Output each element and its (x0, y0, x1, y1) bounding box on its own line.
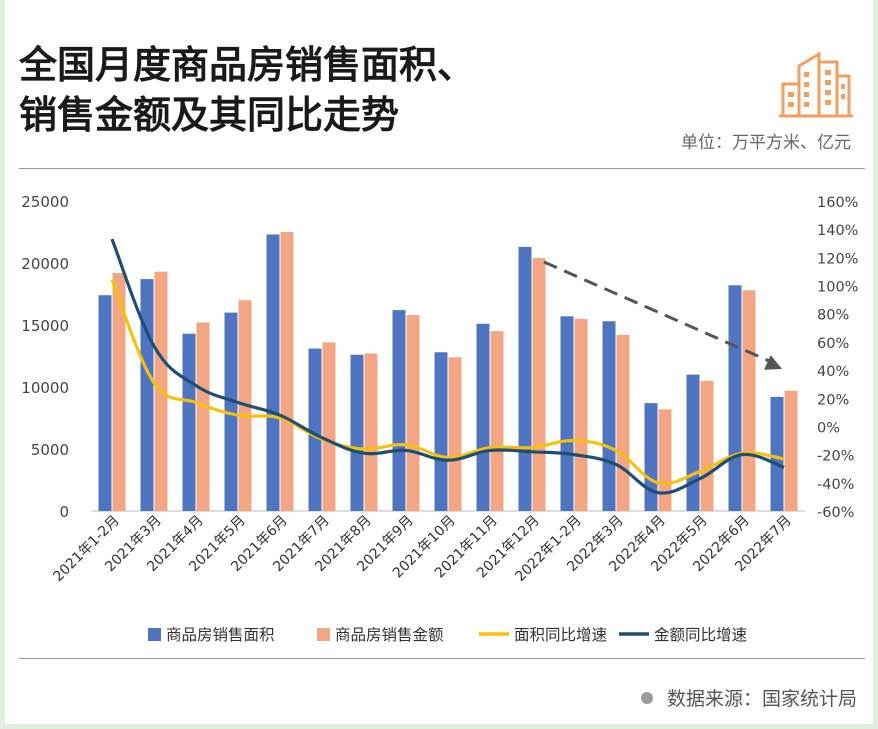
bar-amount (658, 409, 672, 511)
right-tick-label: -40% (817, 477, 854, 493)
bar-area (518, 246, 532, 511)
right-tick-label: 160% (817, 195, 858, 211)
bar-amount (490, 331, 504, 511)
bottom-divider (19, 658, 865, 659)
top-divider (19, 168, 865, 169)
bar-area (308, 348, 322, 511)
bar-amount (448, 357, 462, 511)
bar-area (98, 295, 112, 511)
right-tick-label: 120% (817, 251, 858, 267)
legend-swatch (317, 628, 330, 641)
left-tick-label: 20000 (21, 255, 69, 273)
bar-amount (532, 258, 546, 511)
buildings-icon (779, 51, 853, 118)
area-yoy-line (110, 279, 785, 486)
bar-amount (112, 272, 126, 511)
trend-arrow-line (543, 260, 777, 366)
bar-amount (700, 380, 714, 511)
legend-label: 金额同比增速 (654, 626, 747, 644)
right-tick-label: 60% (817, 336, 849, 352)
legend-swatch (148, 628, 161, 641)
legend-label: 商品房销售面积 (166, 626, 275, 644)
bar-area (770, 396, 784, 511)
chart-title: 全国月度商品房销售面积、 销售金额及其同比走势 (19, 40, 475, 140)
bar-area (140, 279, 154, 511)
bar-area (728, 285, 742, 511)
right-tick-label: 140% (817, 223, 858, 239)
legend-label: 商品房销售金额 (335, 626, 444, 644)
title-line-2: 销售金额及其同比走势 (19, 93, 400, 137)
bar-amount (742, 290, 756, 511)
bar-amount (364, 353, 378, 511)
right-tick-label: -20% (817, 449, 854, 465)
bar-amount (574, 318, 588, 511)
bar-amount (322, 342, 336, 511)
bar-area (350, 354, 364, 511)
bar-area (644, 403, 658, 511)
left-tick-label: 5000 (31, 441, 69, 459)
source-note: 数据来源：国家统计局 (640, 684, 857, 711)
right-tick-label: 100% (817, 280, 858, 296)
trend-arrow-head (764, 355, 782, 370)
right-tick-label: 40% (817, 364, 849, 380)
bar-amount (616, 334, 630, 511)
left-tick-label: 10000 (21, 379, 69, 397)
bar-area (182, 333, 196, 511)
title-line-1: 全国月度商品房销售面积、 (19, 43, 476, 87)
chart-card: 全国月度商品房销售面积、 销售金额及其同比走势 单位：万平方米、亿元 0 5000… (5, 0, 873, 724)
right-tick-label: 80% (817, 308, 849, 324)
bar-amount (406, 315, 420, 511)
left-tick-label: 0 (59, 503, 69, 521)
bar-amount (280, 232, 294, 511)
amount-yoy-line (110, 238, 785, 495)
bar-area (434, 352, 448, 511)
bar-area (686, 374, 700, 511)
bar-area (392, 310, 406, 511)
combo-chart: 0 5000 10000 15000 20000 25000 -60% -40% -20% 0% 2… (21, 193, 858, 644)
bar-amount (196, 322, 210, 511)
bar-amount (784, 390, 798, 511)
bar-area (266, 234, 280, 512)
unit-label: 单位：万平方米、亿元 (681, 133, 851, 153)
dot-icon (640, 692, 653, 704)
left-tick-label: 25000 (21, 193, 69, 211)
bar-area (224, 312, 238, 511)
left-tick-label: 15000 (21, 317, 69, 335)
right-tick-label: -60% (817, 505, 854, 521)
bar-area (476, 323, 490, 511)
legend-label: 面积同比增速 (514, 626, 607, 644)
source-label: 数据来源：国家统计局 (666, 688, 857, 710)
right-tick-label: 0% (817, 420, 840, 436)
bar-area (602, 321, 616, 511)
bar-area (560, 316, 574, 511)
right-tick-label: 20% (817, 392, 849, 408)
